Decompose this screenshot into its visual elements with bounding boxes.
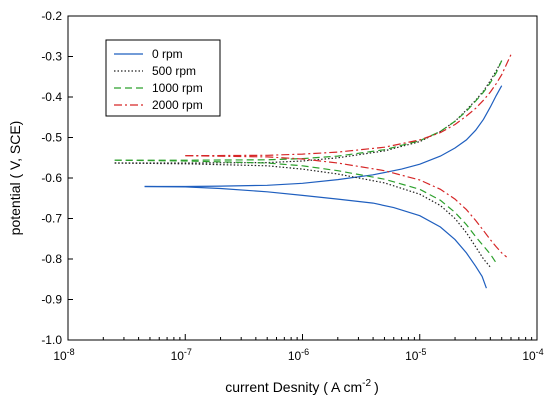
- x-tick-base: 10: [171, 349, 185, 363]
- series-line-cathodic: [144, 185, 487, 289]
- x-tick-label: 10-5: [405, 347, 426, 363]
- x-tick-base: 10: [53, 349, 67, 363]
- y-tick-label: -0.7: [41, 212, 62, 226]
- legend: 0 rpm 500 rpm 1000 rpm 2000 rpm: [105, 39, 221, 117]
- y-tick-label: -0.5: [41, 131, 62, 145]
- x-axis-title-main: current Desnity ( A cm: [225, 379, 362, 395]
- x-tick-exp: -8: [67, 347, 75, 357]
- legend-label: 0 rpm: [152, 47, 183, 61]
- legend-box: [105, 39, 221, 117]
- x-tick-base: 10: [522, 349, 536, 363]
- y-axis-title: potential ( V, SCE): [7, 121, 23, 236]
- series-line-cathodic: [185, 155, 507, 258]
- y-tick-label: -0.9: [41, 293, 62, 307]
- series-line-anodic: [114, 60, 503, 164]
- x-tick-base: 10: [405, 349, 419, 363]
- y-tick-label: -0.8: [41, 252, 62, 266]
- x-tick-exp: -7: [184, 347, 192, 357]
- series-2000-rpm: [185, 54, 512, 258]
- x-axis-title: current Desnity ( A cm-2): [225, 378, 379, 395]
- x-tick-exp: -6: [301, 347, 309, 357]
- x-tick-label: 10-8: [53, 347, 74, 363]
- y-tick-label: -0.2: [41, 9, 62, 23]
- y-tick-label: -0.4: [41, 90, 62, 104]
- x-tick-base: 10: [288, 349, 302, 363]
- series-1000-rpm: [114, 60, 503, 264]
- y-tick-label: -0.3: [41, 50, 62, 64]
- y-tick-label: -1.0: [41, 333, 62, 347]
- x-tick-exp: -4: [536, 347, 544, 357]
- x-tick-exp: -5: [418, 347, 426, 357]
- series-line-cathodic: [114, 159, 497, 264]
- x-axis-title-end: ): [374, 379, 379, 395]
- x-tick-label: 10-7: [171, 347, 192, 363]
- x-tick-label: 10-6: [288, 347, 309, 363]
- series-line-anodic: [185, 54, 512, 157]
- legend-label: 2000 rpm: [152, 98, 203, 112]
- series-0-rpm: [144, 85, 503, 289]
- series-500-rpm: [114, 60, 503, 268]
- x-axis-title-sup: -2: [362, 378, 371, 389]
- series-line-anodic: [144, 85, 503, 188]
- x-axis: 10-8 10-7 10-6 10-5 10-4: [53, 334, 544, 363]
- y-axis: -1.0 -0.9 -0.8 -0.7 -0.6 -0.5 -0.4 -0.3 -0.2: [41, 9, 73, 347]
- series-line-cathodic: [114, 162, 491, 268]
- legend-label: 1000 rpm: [152, 81, 203, 95]
- series-layer: [114, 54, 512, 289]
- legend-label: 500 rpm: [152, 64, 196, 78]
- x-tick-label: 10-4: [522, 347, 543, 363]
- y-tick-label: -0.6: [41, 171, 62, 185]
